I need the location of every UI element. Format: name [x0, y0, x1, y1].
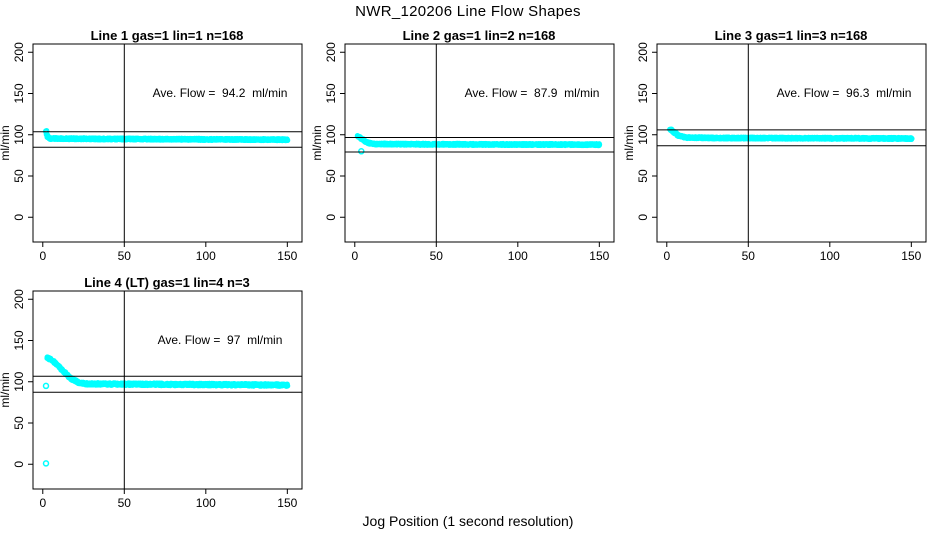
y-tick-label: 150: [12, 83, 26, 103]
panel-border: [656, 43, 927, 243]
x-tick-label: 50: [430, 249, 444, 263]
x-tick-label: 100: [508, 249, 528, 263]
y-tick-label: 0: [636, 214, 650, 221]
ave-flow-annotation: Ave. Flow = 96.3 ml/min: [777, 86, 912, 100]
x-tick-label: 50: [118, 496, 132, 510]
outlier-data-point: [42, 382, 50, 390]
panel-title: Line 4 (LT) gas=1 lin=4 n=3: [84, 275, 250, 290]
x-tick-label: 150: [277, 496, 297, 510]
x-tick-label: 150: [901, 249, 921, 263]
outlier-data-point: [358, 148, 365, 155]
panel-border: [32, 43, 303, 243]
y-tick-label: 200: [12, 42, 26, 62]
x-tick-label: 150: [277, 249, 297, 263]
y-tick-label: 0: [324, 214, 338, 221]
x-tick-label: 0: [39, 496, 46, 510]
y-tick-label: 50: [12, 169, 26, 183]
flow-data-point: [908, 135, 914, 141]
y-tick-label: 200: [324, 42, 338, 62]
x-tick-label: 100: [196, 496, 216, 510]
panel-border: [32, 290, 303, 490]
y-tick-label: 50: [12, 416, 26, 430]
x-tick-label: 100: [820, 249, 840, 263]
y-tick-label: 100: [636, 124, 650, 144]
ave-flow-annotation: Ave. Flow = 87.9 ml/min: [465, 86, 600, 100]
panel-title: Line 1 gas=1 lin=1 n=168: [91, 28, 244, 43]
y-tick-label: 150: [636, 83, 650, 103]
y-tick-label: 100: [12, 371, 26, 391]
flow-data-point: [284, 137, 291, 144]
subplot-line-3: Line 3 gas=1 lin=3 n=168 Ave. Flow = 96.…: [622, 14, 936, 264]
subplot-line-1: Line 1 gas=1 lin=1 n=168 Ave. Flow = 94.…: [0, 14, 312, 264]
y-axis-label: ml/min: [312, 125, 324, 160]
y-tick-label: 50: [324, 169, 338, 183]
y-tick-label: 50: [636, 169, 650, 183]
outlier-data-point: [42, 460, 50, 467]
x-tick-label: 150: [589, 249, 609, 263]
flow-data-point: [284, 382, 290, 389]
y-tick-label: 0: [12, 461, 26, 468]
x-tick-label: 0: [39, 249, 46, 263]
figure-title: NWR_120206 Line Flow Shapes: [355, 3, 581, 20]
subplot-line-2: Line 2 gas=1 lin=2 n=168 Ave. Flow = 87.…: [310, 14, 624, 264]
x-tick-label: 50: [118, 249, 132, 263]
y-tick-label: 150: [324, 83, 338, 103]
y-tick-label: 100: [12, 124, 26, 144]
y-axis-label: ml/min: [0, 125, 12, 160]
y-tick-label: 100: [324, 124, 338, 144]
y-tick-label: 0: [12, 214, 26, 221]
panel-plot-line-2: Line 2 gas=1 lin=2 n=168 Ave. Flow = 87.…: [310, 28, 615, 263]
y-axis-label: ml/min: [0, 372, 12, 407]
ave-flow-annotation: Ave. Flow = 94.2 ml/min: [153, 86, 288, 100]
panel-border: [344, 43, 615, 243]
ave-flow-annotation: Ave. Flow = 97 ml/min: [158, 333, 283, 347]
x-tick-label: 0: [663, 249, 670, 263]
subplot-line-4: Line 4 (LT) gas=1 lin=4 n=3 Ave. Flow = …: [0, 261, 312, 511]
x-tick-label: 100: [196, 249, 216, 263]
panel-title: Line 3 gas=1 lin=3 n=168: [715, 28, 868, 43]
y-tick-label: 200: [636, 42, 650, 62]
x-axis-label: Jog Position (1 second resolution): [362, 513, 574, 529]
y-axis-label: ml/min: [624, 125, 636, 160]
panel-plot-line-1: Line 1 gas=1 lin=1 n=168 Ave. Flow = 94.…: [0, 28, 303, 263]
panel-title: Line 2 gas=1 lin=2 n=168: [403, 28, 556, 43]
y-tick-label: 150: [12, 330, 26, 350]
flow-data-point: [596, 141, 603, 148]
panel-plot-line-3: Line 3 gas=1 lin=3 n=168 Ave. Flow = 96.…: [622, 28, 927, 263]
x-tick-label: 0: [351, 249, 358, 263]
panel-plot-line-4: Line 4 (LT) gas=1 lin=4 n=3 Ave. Flow = …: [0, 275, 303, 510]
x-tick-label: 50: [742, 249, 756, 263]
y-tick-label: 200: [12, 289, 26, 309]
